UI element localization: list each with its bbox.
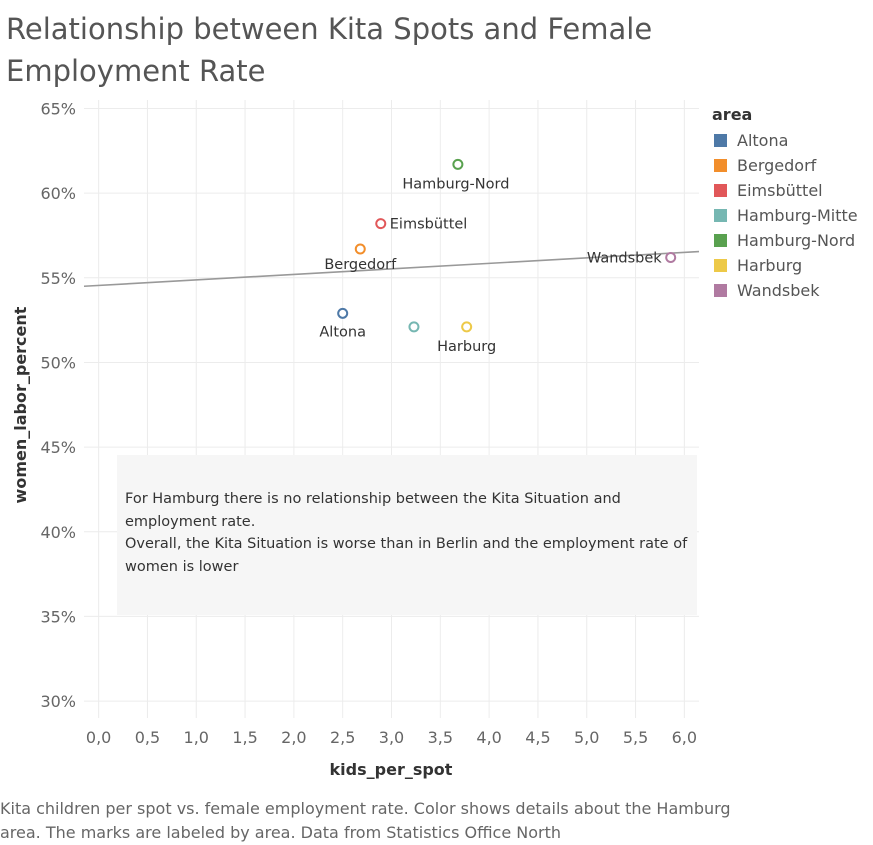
legend-item-eimsbuettel[interactable]: Eimsbüttel <box>710 178 858 203</box>
legend-swatch <box>714 259 727 272</box>
legend-swatch <box>714 209 727 222</box>
scatter-point <box>665 251 677 263</box>
legend-item-harburg[interactable]: Harburg <box>710 253 858 278</box>
annotation-box: For Hamburg there is no relationship bet… <box>117 455 697 615</box>
y-tick-label: 30% <box>40 692 76 711</box>
x-tick-label: 1,5 <box>232 728 257 747</box>
scatter-point <box>452 158 464 170</box>
legend-label: Altona <box>737 131 789 150</box>
y-tick-label: 45% <box>40 438 76 457</box>
y-axis-ticks: 30% 35% 40% 45% 50% 55% 60% 65% <box>40 99 76 711</box>
scatter-point <box>337 307 349 319</box>
legend-label: Eimsbüttel <box>737 181 823 200</box>
legend-item-wandsbek[interactable]: Wandsbek <box>710 278 858 303</box>
x-tick-label: 0,5 <box>135 728 160 747</box>
y-tick-label: 35% <box>40 607 76 626</box>
grid-lines <box>84 100 699 718</box>
legend-swatch <box>714 134 727 147</box>
point-label: Altona <box>319 324 366 340</box>
legend-swatch <box>714 159 727 172</box>
scatter-marks: Altona Bergedorf Eimsbüttel Hamburg-Nord Har… <box>319 158 677 355</box>
scatter-point <box>375 218 387 230</box>
trend-line <box>83 250 700 288</box>
x-tick-label: 3,5 <box>428 728 453 747</box>
point-label: Eimsbüttel <box>390 217 468 233</box>
y-tick-label: 65% <box>40 99 76 118</box>
legend-swatch <box>714 184 727 197</box>
legend-item-hamburg-nord[interactable]: Hamburg-Nord <box>710 228 858 253</box>
x-tick-label: 0,0 <box>86 728 111 747</box>
point-label: Hamburg-Nord <box>402 176 509 192</box>
y-tick-label: 50% <box>40 353 76 372</box>
annotation-line-2: Overall, the Kita Situation is worse tha… <box>125 536 688 575</box>
point-label: Bergedorf <box>324 257 397 273</box>
legend-label: Hamburg-Mitte <box>737 206 858 225</box>
point-label: Wandsbek <box>587 250 662 266</box>
x-tick-label: 6,0 <box>672 728 697 747</box>
scatter-point <box>408 321 420 333</box>
legend-item-hamburg-mitte[interactable]: Hamburg-Mitte <box>710 203 858 228</box>
y-tick-label: 40% <box>40 523 76 542</box>
x-tick-label: 2,0 <box>281 728 306 747</box>
y-axis-label: women_labor_percent <box>11 306 30 503</box>
legend-label: Hamburg-Nord <box>737 231 856 250</box>
x-tick-label: 2,5 <box>330 728 355 747</box>
chart-title: Relationship between Kita Spots and Fema… <box>6 12 653 88</box>
y-tick-label: 60% <box>40 184 76 203</box>
legend-item-altona[interactable]: Altona <box>710 128 858 153</box>
x-axis-ticks: 0,0 0,5 1,0 1,5 2,0 2,5 3,0 3,5 4,0 4,5 5,0 5,5 6,0 <box>86 728 697 747</box>
chart-caption: Kita children per spot vs. female employ… <box>0 799 731 842</box>
x-tick-label: 4,5 <box>525 728 550 747</box>
x-tick-label: 5,5 <box>623 728 648 747</box>
x-tick-label: 4,0 <box>476 728 501 747</box>
legend: area Altona Bergedorf Eimsbüttel Hamburg… <box>710 105 858 303</box>
x-axis-label: kids_per_spot <box>330 760 453 779</box>
legend-label: Bergedorf <box>737 156 817 175</box>
point-label: Harburg <box>437 339 496 355</box>
y-tick-label: 55% <box>40 269 76 288</box>
legend-label: Harburg <box>737 256 803 275</box>
legend-swatch <box>714 234 727 247</box>
legend-label: Wandsbek <box>737 281 820 300</box>
legend-title: area <box>712 105 753 124</box>
legend-items: Altona Bergedorf Eimsbüttel Hamburg-Mitt… <box>710 128 858 303</box>
trend-line-group <box>83 250 700 288</box>
x-tick-label: 5,0 <box>574 728 599 747</box>
scatter-point <box>461 321 473 333</box>
annotation-line-1: For Hamburg there is no relationship bet… <box>125 491 621 530</box>
scatter-point <box>354 243 366 255</box>
legend-item-bergedorf[interactable]: Bergedorf <box>710 153 858 178</box>
x-tick-label: 3,0 <box>379 728 404 747</box>
x-tick-label: 1,0 <box>184 728 209 747</box>
legend-swatch <box>714 284 727 297</box>
